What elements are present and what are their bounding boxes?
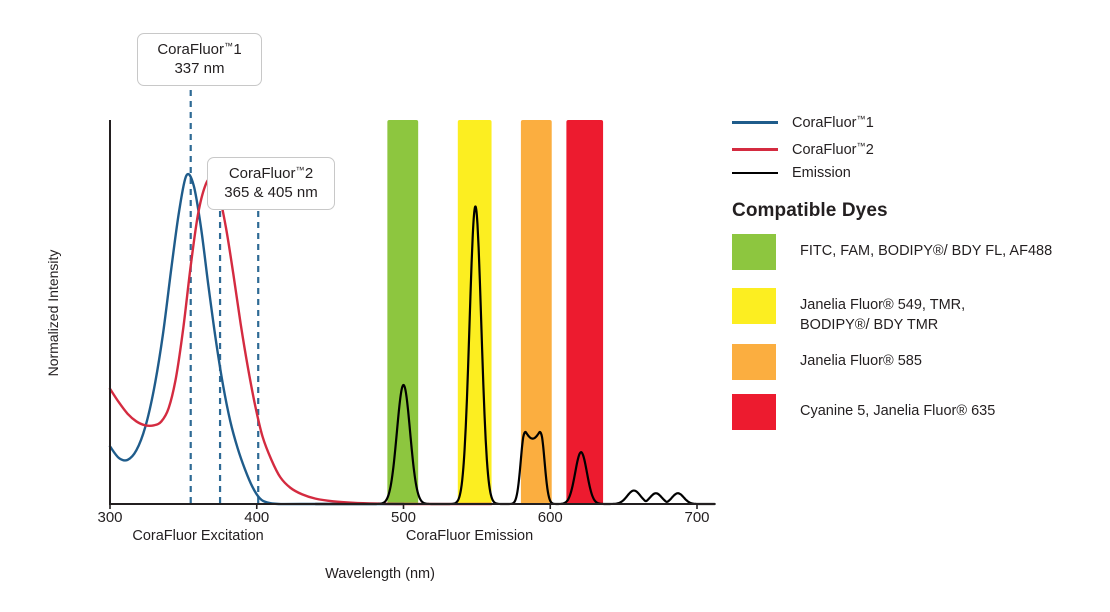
callout-corafluor2-line1: CoraFluor™2 xyxy=(228,165,314,182)
curve-emission xyxy=(314,205,716,506)
legend-line-swatch xyxy=(732,171,778,175)
orange-band xyxy=(520,120,552,505)
dye-row-3: Janelia Fluor® 585 xyxy=(732,344,922,380)
y-axis-title: Normalized Intensity xyxy=(45,249,61,377)
x-tick-label-700: 700 xyxy=(684,509,710,526)
dye-color-swatch xyxy=(732,234,776,270)
dye-label: Cyanine 5, Janelia Fluor® 635 xyxy=(800,403,996,419)
callout-corafluor2-line2: 365 & 405 nm xyxy=(224,184,318,202)
callout-corafluor1-line1: CoraFluor™1 xyxy=(157,41,242,58)
legend-line-swatch xyxy=(732,148,778,151)
legend-series-label: Emission xyxy=(792,165,851,181)
x-tick-label-400: 400 xyxy=(244,509,270,526)
curve-corafluor1-excitation xyxy=(108,172,405,506)
dye-row-4: Cyanine 5, Janelia Fluor® 635 xyxy=(732,394,995,430)
trademark-icon: ™ xyxy=(856,141,866,151)
x-tick-label-500: 500 xyxy=(390,509,417,526)
trademark-icon: ™ xyxy=(856,114,866,124)
filter-bands-group xyxy=(387,120,604,505)
spectra-plot xyxy=(108,90,716,509)
compatible-dyes-title: Compatible Dyes xyxy=(732,200,888,221)
callout-corafluor1-line2: 337 nm xyxy=(174,60,225,78)
dye-color-swatch xyxy=(732,344,776,380)
x-tick-label-600: 600 xyxy=(537,509,563,526)
callout-corafluor2: CoraFluor™2 365 & 405 nm xyxy=(207,157,335,211)
excitation-marker-lines xyxy=(189,90,260,504)
dye-color-swatch xyxy=(732,394,776,430)
dye-label: FITC, FAM, BODIPY®/ BDY FL, AF488 xyxy=(800,243,1053,259)
section-label-excitation: CoraFluor Excitation xyxy=(132,528,264,544)
legend-series-1: CoraFluor™1 xyxy=(732,114,874,131)
green-band xyxy=(387,120,419,505)
dye-color-swatch xyxy=(732,288,776,324)
x-tick-label-300: 300 xyxy=(97,509,123,526)
callout-corafluor1: CoraFluor™1 337 nm xyxy=(137,33,262,87)
legend-series-label: CoraFluor™2 xyxy=(792,141,874,158)
section-label-emission: CoraFluor Emission xyxy=(405,528,534,544)
legend-line-swatch xyxy=(732,121,778,124)
legend-panel: CoraFluor™1 CoraFluor™2 Emission Compatibl… xyxy=(728,0,1110,612)
red-band xyxy=(566,120,604,505)
dye-label: Janelia Fluor® 585 xyxy=(800,353,922,369)
dye-label: Janelia Fluor® 549, TMR, BODIPY®/ BDY TMR xyxy=(800,297,966,333)
trademark-icon: ™ xyxy=(295,165,305,175)
trademark-icon: ™ xyxy=(224,41,234,51)
legend-series-2: CoraFluor™2 xyxy=(732,141,874,158)
dye-row-1: FITC, FAM, BODIPY®/ BDY FL, AF488 xyxy=(732,234,1052,270)
legend-series-label: CoraFluor™1 xyxy=(792,114,874,131)
chart-area: 300 400 500 600 700 CoraFluor Excitation Cora… xyxy=(45,33,716,582)
dye-row-2: Janelia Fluor® 549, TMR, BODIPY®/ BDY TMR xyxy=(732,288,965,335)
plot-axes xyxy=(109,120,715,509)
x-axis-title: Wavelength (nm) xyxy=(325,566,435,582)
legend-series-3: Emission xyxy=(732,165,851,181)
curve-corafluor2-excitation xyxy=(108,177,493,506)
